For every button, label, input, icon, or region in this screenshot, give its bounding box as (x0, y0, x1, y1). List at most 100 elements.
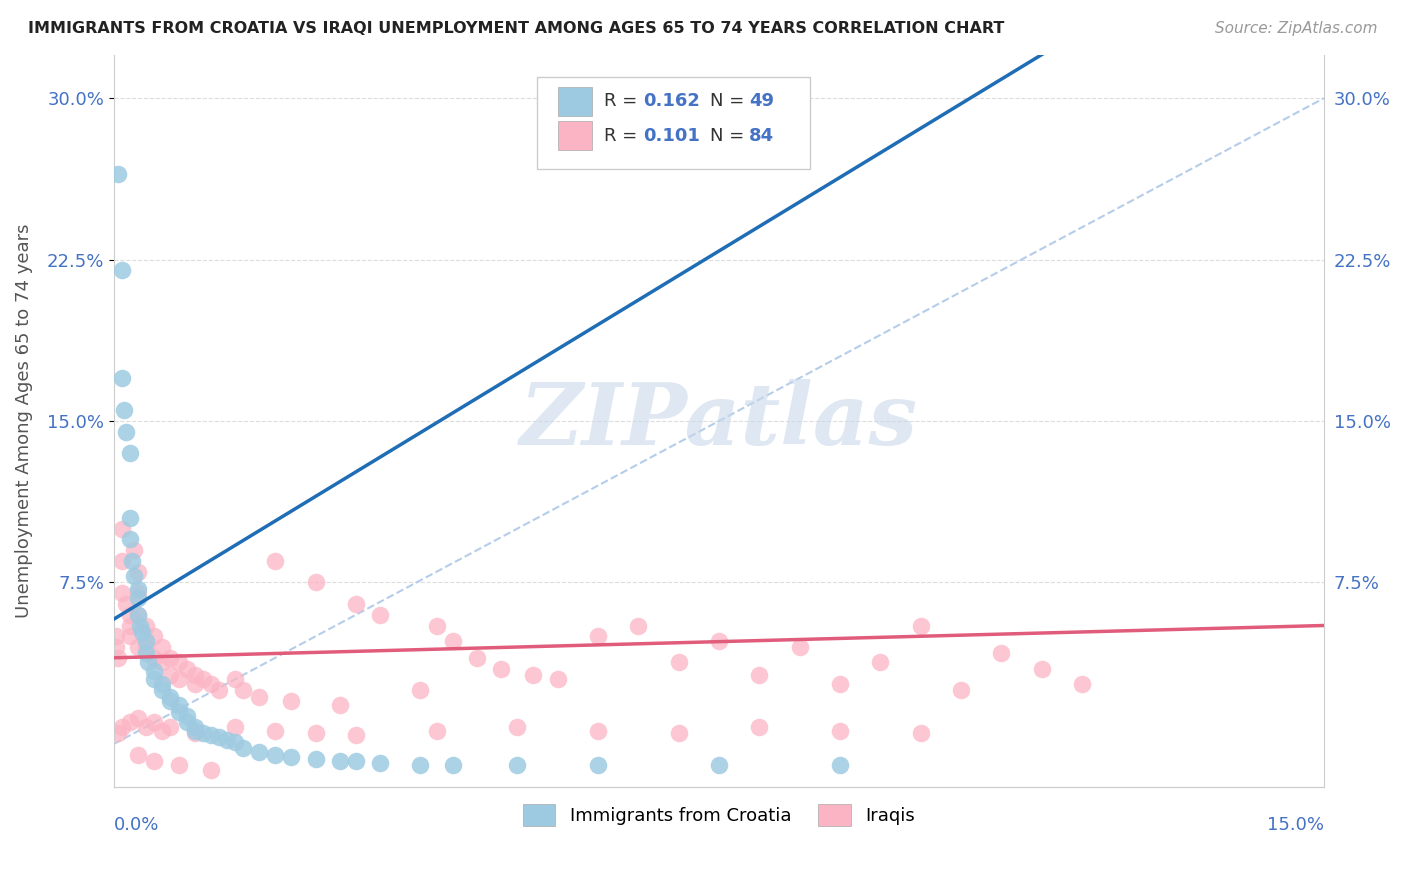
Point (127, 607, 149, 622)
Text: 15.0%: 15.0% (1267, 816, 1324, 834)
Point (167, 673, 190, 687)
Text: R =: R = (605, 127, 643, 145)
Point (167, 655, 190, 669)
Point (183, 668, 205, 682)
Point (668, 655, 690, 669)
Point (208, 731, 231, 745)
Point (143, 650, 166, 665)
Point (668, 726, 690, 740)
Point (135, 720, 157, 734)
Point (183, 676, 205, 690)
Point (264, 554, 287, 568)
Point (128, 618, 150, 632)
Point (627, 618, 650, 632)
Point (949, 683, 972, 698)
Point (748, 668, 770, 682)
Text: N =: N = (710, 92, 751, 111)
Point (120, 446, 142, 460)
Point (224, 673, 246, 687)
Text: 0.101: 0.101 (643, 127, 700, 145)
Point (586, 629, 609, 643)
Point (586, 758, 609, 772)
Point (159, 690, 181, 704)
Point (828, 676, 851, 690)
Point (232, 683, 254, 698)
Point (127, 747, 149, 762)
Point (143, 629, 166, 643)
Point (329, 698, 352, 713)
Point (104, 629, 127, 643)
Point (111, 371, 134, 385)
Point (368, 756, 391, 771)
Point (547, 673, 569, 687)
Point (150, 655, 173, 669)
Point (127, 591, 149, 605)
Point (167, 705, 190, 719)
Bar (558, 87, 592, 116)
Point (111, 263, 134, 277)
Point (112, 403, 135, 417)
Point (506, 720, 529, 734)
Point (127, 640, 149, 654)
Point (586, 723, 609, 738)
Point (143, 715, 166, 730)
Point (131, 624, 153, 639)
Point (143, 754, 166, 768)
Point (707, 758, 730, 772)
Point (183, 726, 205, 740)
Point (409, 758, 432, 772)
Y-axis label: Unemployment Among Ages 65 to 74 years: Unemployment Among Ages 65 to 74 years (15, 224, 32, 618)
Point (426, 618, 449, 632)
Point (368, 607, 391, 622)
Point (127, 586, 149, 600)
Text: 0.162: 0.162 (643, 92, 700, 111)
Point (200, 676, 222, 690)
Point (167, 698, 190, 713)
Text: 49: 49 (749, 92, 775, 111)
Text: Source: ZipAtlas.com: Source: ZipAtlas.com (1215, 21, 1378, 36)
Point (1071, 676, 1094, 690)
Point (304, 752, 326, 766)
Point (465, 650, 488, 665)
Point (107, 726, 129, 740)
Point (150, 723, 173, 738)
Point (522, 668, 544, 682)
Point (280, 694, 302, 708)
Point (127, 582, 149, 596)
Point (127, 565, 149, 579)
Point (208, 683, 231, 698)
Point (143, 673, 166, 687)
Point (247, 690, 270, 704)
Point (426, 723, 449, 738)
Point (150, 640, 173, 654)
Point (748, 720, 770, 734)
Point (121, 554, 143, 568)
Point (120, 607, 142, 622)
Point (304, 575, 326, 590)
Point (111, 720, 134, 734)
Point (828, 723, 851, 738)
Legend: Immigrants from Croatia, Iraqis: Immigrants from Croatia, Iraqis (516, 797, 922, 833)
Point (215, 732, 238, 747)
Point (247, 746, 270, 760)
Point (200, 728, 222, 742)
Point (159, 694, 181, 708)
Point (344, 728, 367, 742)
Point (264, 747, 287, 762)
Point (107, 650, 129, 665)
Point (224, 720, 246, 734)
Point (143, 664, 166, 678)
Point (224, 735, 246, 749)
Point (115, 425, 138, 439)
Point (127, 607, 149, 622)
Point (127, 711, 149, 725)
Text: R =: R = (605, 92, 643, 111)
Text: IMMIGRANTS FROM CROATIA VS IRAQI UNEMPLOYMENT AMONG AGES 65 TO 74 YEARS CORRELAT: IMMIGRANTS FROM CROATIA VS IRAQI UNEMPLO… (28, 21, 1004, 36)
Point (176, 709, 198, 723)
Point (990, 647, 1012, 661)
Point (183, 723, 205, 738)
Point (135, 640, 157, 654)
Point (441, 758, 464, 772)
Point (869, 655, 891, 669)
FancyBboxPatch shape (537, 77, 810, 169)
